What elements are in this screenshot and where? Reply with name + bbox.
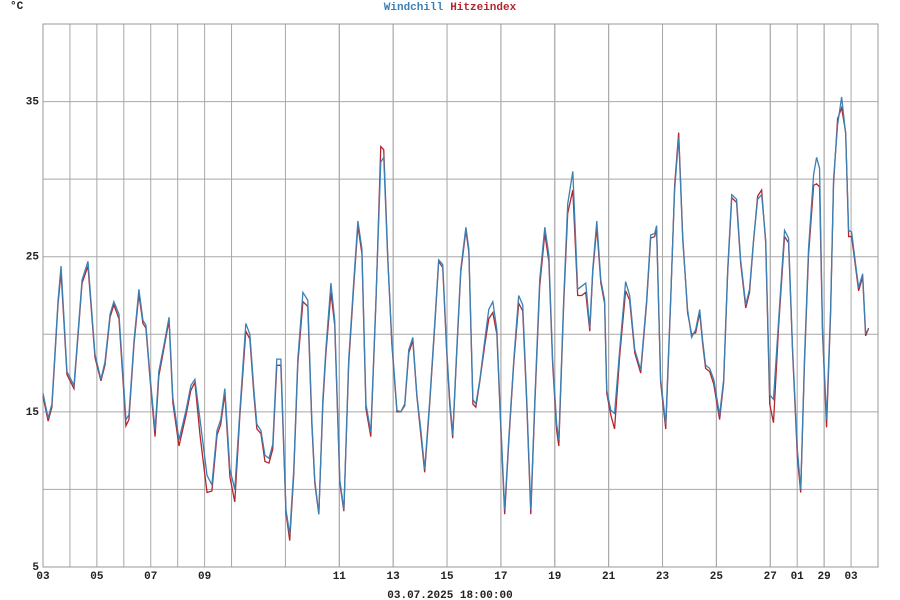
x-tick-label: 05 bbox=[90, 571, 104, 583]
x-tick-label: 07 bbox=[144, 571, 157, 583]
x-tick-label: 27 bbox=[764, 571, 777, 583]
x-tick-label: 15 bbox=[440, 571, 454, 583]
x-tick-label: 23 bbox=[656, 571, 670, 583]
y-tick-label: 25 bbox=[26, 252, 40, 264]
x-tick-label: 19 bbox=[548, 571, 561, 583]
chart-title: Windchill Hitzeindex bbox=[384, 2, 517, 14]
x-tick-label: 29 bbox=[818, 571, 831, 583]
x-tick-label: 09 bbox=[198, 571, 211, 583]
y-tick-label: 35 bbox=[26, 96, 40, 108]
x-tick-label: 11 bbox=[333, 571, 347, 583]
x-tick-label: 25 bbox=[710, 571, 724, 583]
plot-border bbox=[42, 23, 879, 568]
timestamp: 03.07.2025 18:00:00 bbox=[387, 590, 512, 600]
y-tick-label: 5 bbox=[32, 562, 39, 574]
legend-entry: Hitzeindex bbox=[450, 2, 516, 14]
x-tick-label: 01 bbox=[791, 571, 805, 583]
x-tick-label: 21 bbox=[602, 571, 616, 583]
data-line bbox=[42, 105, 870, 541]
y-tick-label: 15 bbox=[26, 407, 40, 419]
data-line bbox=[42, 96, 870, 535]
x-tick-label: 17 bbox=[494, 571, 507, 583]
y-unit: °C bbox=[10, 1, 24, 13]
x-tick-label: 03 bbox=[36, 571, 50, 583]
legend-entry: Windchill bbox=[384, 2, 444, 14]
x-tick-label: 13 bbox=[387, 571, 401, 583]
x-tick-label: 03 bbox=[844, 571, 858, 583]
